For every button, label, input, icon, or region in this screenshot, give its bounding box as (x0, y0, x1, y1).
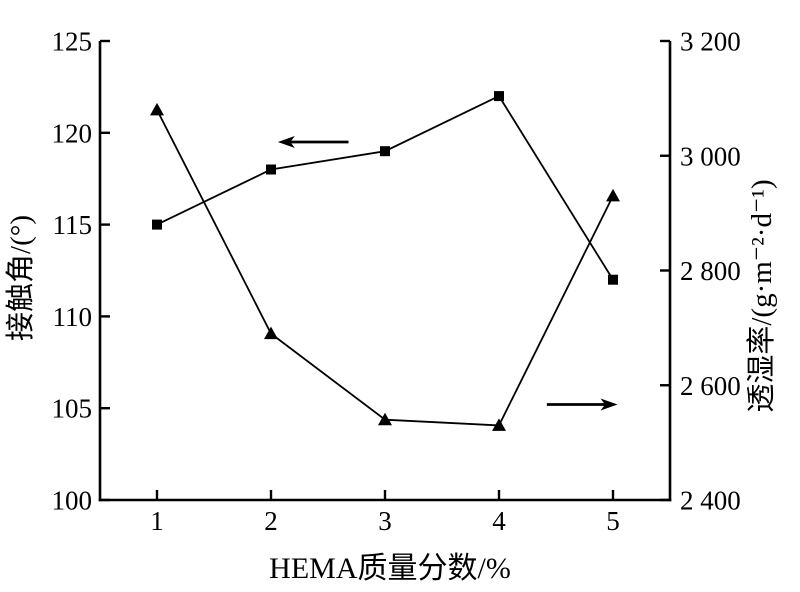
triangle-marker (264, 326, 278, 340)
left-axis-tick-label: 120 (52, 118, 93, 148)
triangle-marker (606, 188, 620, 202)
right-arrow-head-icon (600, 398, 618, 411)
square-marker (152, 219, 162, 230)
triangle-marker (378, 412, 392, 426)
x-axis-tick-label: 4 (492, 506, 506, 536)
left-axis-tick-label: 110 (53, 302, 93, 332)
triangle-marker (150, 102, 164, 116)
x-axis-tick-label: 5 (606, 506, 620, 536)
right-axis-tick-label: 2 600 (680, 371, 741, 401)
triangle-marker (492, 418, 506, 431)
x-axis-tick-label: 1 (150, 506, 164, 536)
series-line-triangle (156, 109, 614, 427)
left-axis-label: 接触角/(°) (4, 215, 37, 341)
right-axis-tick-label: 2 800 (680, 256, 741, 286)
series-line-square (156, 94, 614, 281)
left-axis-tick-label: 115 (53, 210, 93, 240)
right-axis-tick-label: 3 200 (680, 27, 741, 57)
x-axis-tick-label: 3 (378, 506, 392, 536)
right-axis-tick-label: 3 000 (680, 141, 741, 171)
right-axis-tick-label: 2 400 (680, 486, 741, 516)
left-axis-tick-label: 100 (52, 486, 93, 516)
left-axis-tick-label: 125 (52, 27, 93, 57)
x-axis-tick-label: 2 (264, 506, 278, 536)
x-axis-label: HEMA质量分数/% (269, 552, 511, 585)
square-marker (494, 91, 504, 102)
right-axis-label: 透湿率/(g·m⁻²·d⁻¹) (745, 179, 778, 412)
square-marker (608, 274, 618, 285)
left-arrow-head-icon (277, 135, 295, 148)
square-marker (266, 164, 276, 175)
square-marker (380, 146, 390, 157)
left-axis-tick-label: 105 (52, 394, 93, 424)
